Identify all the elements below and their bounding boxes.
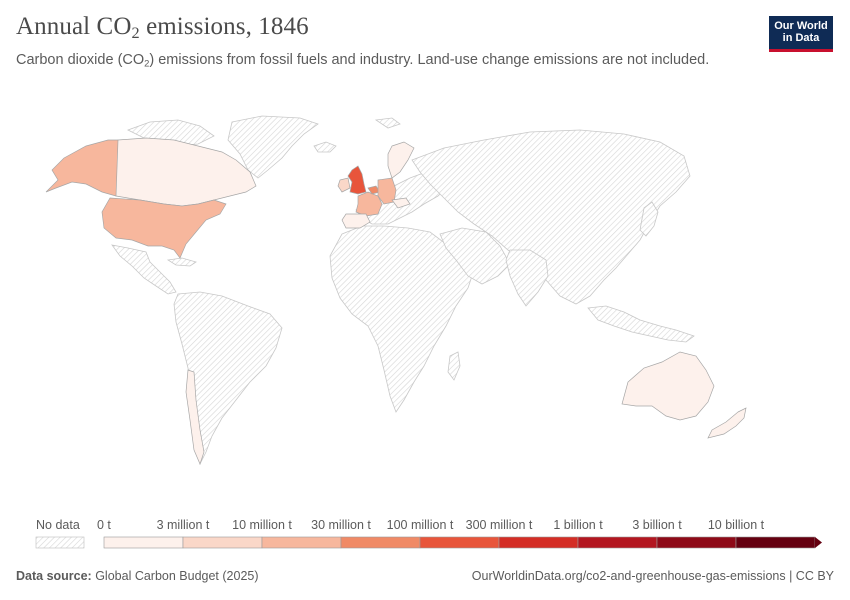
legend-bin-label: 0 t [97, 518, 111, 532]
country-australia[interactable] [621, 351, 715, 421]
legend-bin-label: 300 million t [466, 518, 533, 532]
japan-region[interactable] [639, 201, 659, 237]
chart-subtitle: Carbon dioxide (CO2) emissions from foss… [16, 52, 710, 69]
country-sweden[interactable] [387, 141, 415, 179]
asia-region[interactable] [411, 129, 691, 305]
legend-bins: 0 t 3 million t 10 million t 30 million t 10… [97, 518, 822, 549]
southeast-asia-islands-region[interactable] [587, 305, 695, 343]
madagascar-region[interactable] [447, 351, 461, 381]
legend-bin-swatch[interactable] [419, 536, 500, 549]
world-map [45, 115, 747, 466]
caribbean-region[interactable] [166, 257, 197, 267]
legend-bin-swatch[interactable] [577, 536, 658, 549]
south-america-region[interactable] [173, 291, 283, 466]
legend-bin-swatch[interactable] [340, 536, 421, 549]
legend-bin-swatch[interactable] [182, 536, 263, 549]
legend-bin-label: 3 million t [157, 518, 210, 532]
legend-bin-swatch[interactable] [656, 536, 737, 549]
legend-bin-swatch[interactable] [735, 536, 816, 549]
legend-arrow-tip [815, 537, 822, 548]
greenland-region[interactable] [227, 115, 319, 179]
svalbard-region[interactable] [374, 117, 401, 129]
legend-bin-swatch[interactable] [261, 536, 342, 549]
country-usa-alaska[interactable] [45, 139, 119, 197]
footer-credit: OurWorldinData.org/co2-and-greenhouse-ga… [471, 569, 834, 583]
legend-bin-label: 100 million t [387, 518, 454, 532]
legend-bin-label: 3 billion t [632, 518, 682, 532]
country-usa[interactable] [101, 197, 227, 259]
mexico-central-america-region[interactable] [111, 244, 177, 295]
country-uk[interactable] [347, 165, 367, 195]
country-chile[interactable] [185, 369, 205, 465]
middle-east-region[interactable] [439, 227, 511, 285]
legend-bin-label: 10 million t [232, 518, 292, 532]
source-url-link[interactable]: OurWorldinData.org/co2-and-greenhouse-ga… [471, 569, 786, 583]
legend-bin-label: 1 billion t [553, 518, 603, 532]
africa-region[interactable] [329, 225, 475, 413]
color-legend: No data 0 t 3 million t 10 million t 30 mil… [35, 518, 822, 549]
legend-no-data-swatch[interactable] [35, 536, 85, 549]
country-canada[interactable] [107, 137, 257, 207]
chart-title: Annual CO2 emissions, 1846 [16, 13, 309, 43]
iceland-region[interactable] [313, 141, 337, 153]
legend-bin-swatch[interactable] [103, 536, 184, 549]
country-austria[interactable] [391, 197, 411, 209]
footer-source: Data source: Global Carbon Budget (2025) [16, 569, 259, 583]
legend-bin-label: 30 million t [311, 518, 371, 532]
country-spain[interactable] [341, 213, 371, 229]
india-region[interactable] [505, 249, 549, 307]
owid-logo[interactable]: Our World in Data [769, 16, 833, 52]
country-ireland[interactable] [337, 177, 351, 193]
legend-bin-swatch[interactable] [498, 536, 579, 549]
legend-no-data-label: No data [36, 518, 80, 532]
country-new-zealand[interactable] [707, 407, 747, 439]
legend-bin-label: 10 billion t [708, 518, 765, 532]
